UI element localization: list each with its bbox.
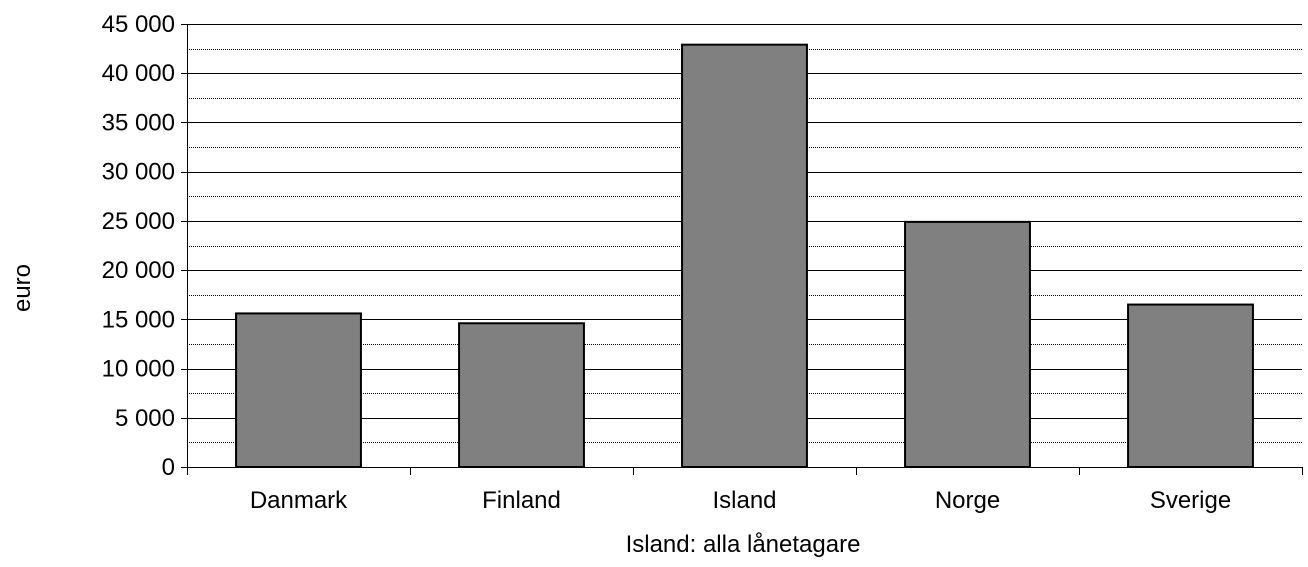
y-axis-title: euro <box>9 264 36 312</box>
bar-finland <box>458 322 585 468</box>
y-tick-label: 30 000 <box>102 159 175 186</box>
y-tick-label: 0 <box>162 454 175 481</box>
y-tick-label: 15 000 <box>102 306 175 333</box>
x-category-label: Norge <box>935 487 1000 514</box>
y-tick-label: 5 000 <box>115 405 175 432</box>
bars <box>235 43 1254 469</box>
y-tick-label: 35 000 <box>102 109 175 136</box>
bar-island <box>681 43 808 468</box>
x-category-label: Island <box>712 487 776 514</box>
bar-norge <box>904 220 1031 468</box>
x-axis-title: Island: alla lånetagare <box>626 531 861 558</box>
y-tick-label: 10 000 <box>102 356 175 383</box>
y-tick-label: 25 000 <box>102 208 175 235</box>
y-tick-label: 20 000 <box>102 257 175 284</box>
axes <box>181 24 1303 475</box>
y-tick-labels: 0 5 000 10 000 15 000 20 000 25 000 30 000 35 0… <box>102 11 175 481</box>
bar-danmark <box>235 312 362 468</box>
x-category-labels: Danmark Finland Island Norge Sverige <box>250 487 1231 514</box>
y-tick-label: 45 000 <box>102 11 175 38</box>
x-category-label: Finland <box>482 487 561 514</box>
y-tick-label: 40 000 <box>102 60 175 87</box>
bar-sverige <box>1127 303 1254 469</box>
x-category-label: Danmark <box>250 487 348 514</box>
x-category-label: Sverige <box>1150 487 1231 514</box>
